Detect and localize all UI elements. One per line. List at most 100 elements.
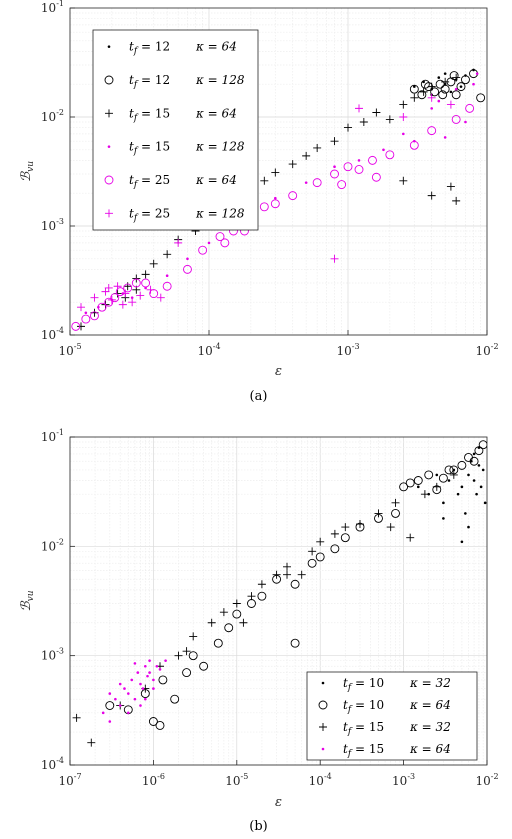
legend-kappa: κ = 128 (195, 140, 245, 154)
data-point (472, 479, 476, 482)
tick-base: 10 (142, 774, 157, 788)
data-point (432, 482, 441, 491)
legend-marker (105, 209, 113, 218)
legend-t: t (343, 742, 348, 756)
y-axis-label-main: ℬ (19, 171, 34, 182)
data-point (446, 100, 455, 109)
plot-frame (69, 436, 488, 766)
data-point (427, 93, 436, 102)
tick-exponent: -2 (56, 537, 64, 546)
tick-exponent: -7 (74, 772, 82, 781)
tick-base: 10 (41, 1, 56, 15)
data-point (113, 282, 122, 291)
data-point (451, 90, 461, 100)
data-point (239, 618, 248, 627)
data-point (308, 547, 317, 556)
data-point (456, 492, 460, 496)
y-tick-label: 10-4 (41, 756, 64, 772)
legend-t-sub: f (133, 213, 139, 223)
data-point (435, 79, 445, 89)
data-point (257, 591, 267, 601)
data-point (420, 79, 430, 89)
series-3 (101, 659, 167, 723)
data-point (427, 82, 436, 91)
legend-marker (321, 747, 325, 751)
data-point (148, 659, 151, 662)
data-point (446, 182, 455, 191)
data-point (87, 738, 96, 747)
legend-marker (104, 75, 114, 85)
legend-t-sub: f (347, 727, 353, 737)
data-point (464, 453, 473, 462)
tick-base: 10 (41, 758, 56, 772)
data-point (459, 85, 463, 88)
data-point (126, 692, 130, 695)
data-point (437, 99, 441, 103)
data-point (413, 85, 416, 88)
data-point (152, 678, 155, 682)
legend-t-sub: f (347, 749, 353, 759)
data-point (141, 270, 150, 279)
legend-tf: tf = 25 (129, 206, 170, 223)
data-point (452, 73, 461, 82)
legend-tf-value: = 15 (351, 742, 384, 756)
data-point (424, 470, 434, 480)
x-tick-label: 10-4 (309, 772, 332, 788)
data-point (330, 254, 339, 263)
x-axis-label: ε (275, 795, 282, 810)
tick-base: 10 (392, 774, 407, 788)
tick-exponent: -3 (56, 647, 64, 656)
data-point (219, 608, 228, 617)
tick-exponent: -4 (213, 342, 221, 351)
data-point (435, 473, 439, 477)
tick-base: 10 (58, 774, 73, 788)
data-point (330, 529, 339, 538)
data-point (297, 570, 306, 579)
data-point (148, 717, 158, 726)
data-point (123, 283, 133, 293)
tick-base: 10 (41, 110, 56, 124)
tick-base: 10 (41, 328, 56, 342)
legend-t-sub: f (347, 705, 353, 715)
data-point (475, 492, 478, 496)
tick-base: 10 (41, 219, 56, 233)
data-point (344, 123, 352, 132)
data-point (101, 287, 110, 296)
data-point (224, 623, 234, 633)
data-point (438, 473, 448, 483)
panel-caption: (a) (250, 389, 268, 404)
data-point (149, 259, 158, 268)
data-point (464, 512, 467, 515)
data-point (437, 76, 441, 79)
data-point (304, 181, 308, 184)
data-point (478, 440, 487, 450)
data-point (399, 176, 408, 185)
legend-tf-value: = 12 (137, 73, 170, 87)
data-point (302, 151, 311, 160)
tick-base: 10 (58, 344, 73, 358)
data-point (330, 137, 339, 146)
data-point (416, 485, 420, 489)
data-point (182, 647, 191, 656)
legend-tf: tf = 25 (129, 173, 170, 190)
data-point (146, 674, 149, 678)
data-point (130, 296, 134, 299)
data-point (371, 172, 381, 182)
tick-base: 10 (225, 774, 240, 788)
legend-tf-value: = 25 (137, 206, 170, 220)
legend-tf-value: = 25 (137, 173, 170, 187)
legend-marker (321, 681, 325, 685)
data-point (101, 711, 105, 715)
tick-base: 10 (41, 649, 56, 663)
data-point (290, 638, 300, 648)
legend-marker (319, 723, 327, 731)
data-point (444, 465, 454, 475)
legend-kappa: κ = 64 (409, 698, 451, 712)
tick-base: 10 (41, 430, 56, 444)
data-point (449, 470, 458, 479)
y-tick-label: 10-3 (41, 647, 64, 663)
data-point (164, 659, 167, 662)
data-point (430, 87, 440, 97)
data-point (420, 490, 429, 499)
